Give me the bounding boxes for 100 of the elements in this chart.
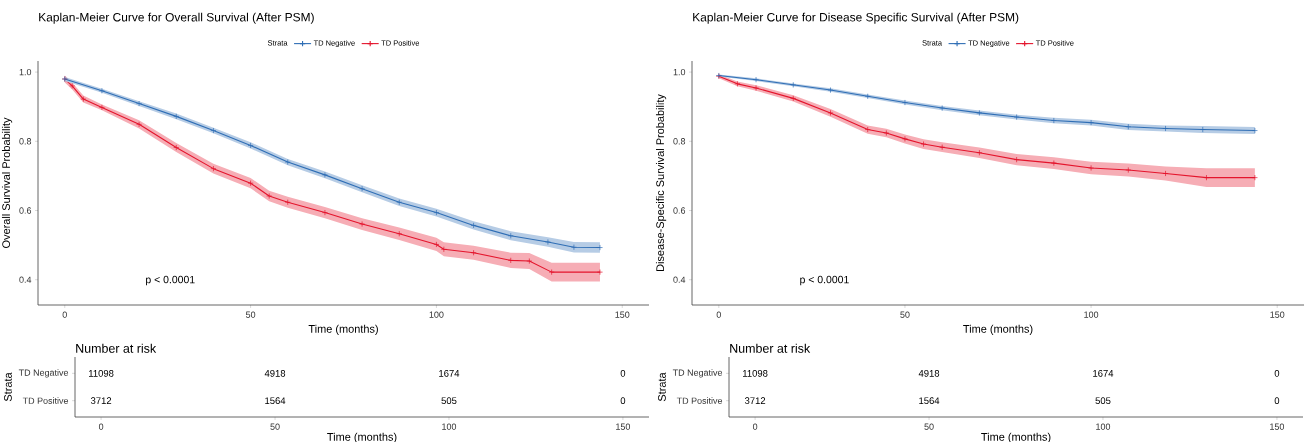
point (827, 109, 834, 116)
point (1013, 156, 1020, 163)
point (210, 165, 217, 172)
point (864, 93, 871, 100)
point (507, 257, 514, 264)
x-tick-label: 150 (616, 423, 631, 430)
point (80, 96, 87, 103)
point (570, 244, 577, 251)
x-tick-label: 50 (900, 311, 910, 318)
x-axis-title: Time (months) (963, 324, 1033, 335)
y-tick-label: 0.6 (19, 207, 32, 214)
data-label: 0 (1274, 397, 1280, 404)
point (976, 109, 983, 116)
y-axis-title: Strata (4, 372, 12, 402)
y-tick-label: 1.0 (673, 68, 686, 76)
point (753, 76, 759, 83)
point (790, 81, 797, 88)
point (1125, 123, 1132, 130)
x-tick-label: 150 (615, 311, 630, 318)
x-tick-label: 50 (924, 423, 934, 430)
point (1050, 160, 1057, 167)
data-label: 11098 (89, 370, 114, 377)
chart-title: Kaplan-Meier Curve for Overall Survival (After PSM) (39, 12, 314, 24)
x-axis-title: Time (months) (981, 432, 1051, 442)
y-tick-label: TD Positive (676, 397, 723, 404)
x-tick-label: 100 (442, 423, 457, 430)
point (321, 171, 328, 178)
data-label: 0 (620, 370, 626, 377)
point (321, 209, 328, 216)
annotation: p < 0.0001 (146, 275, 195, 286)
x-tick-label: 150 (1270, 423, 1285, 430)
x-tick-label: 50 (270, 423, 280, 430)
point (396, 230, 403, 237)
point (790, 95, 797, 102)
x-tick-label: 100 (429, 311, 444, 318)
point (920, 141, 927, 148)
y-tick-label: 0.6 (673, 207, 686, 214)
point (939, 105, 946, 112)
annotation: p < 0.0001 (800, 275, 849, 286)
chart-title: Kaplan-Meier Curve for Disease Specific Survival (After PSM) (693, 12, 1019, 24)
point (1050, 117, 1057, 124)
point (1013, 114, 1020, 121)
point (939, 144, 946, 151)
point (526, 258, 533, 264)
x-tick-label: 0 (716, 311, 721, 318)
point (98, 87, 105, 94)
point (1125, 167, 1132, 173)
point (284, 199, 291, 206)
chart-title: Number at risk (730, 343, 811, 353)
y-tick-label: 0.8 (19, 138, 32, 145)
point (1088, 119, 1095, 126)
data-label: 3712 (744, 397, 766, 404)
y-tick-label: 0.8 (673, 138, 686, 145)
data-label: 4918 (264, 370, 286, 377)
x-tick-label: 150 (1270, 311, 1285, 318)
y-tick-label: TD Negative (18, 369, 69, 378)
x-tick-label: 0 (98, 423, 104, 430)
data-label: 505 (1095, 397, 1111, 404)
point (284, 159, 291, 166)
x-tick-label: 100 (1096, 423, 1111, 430)
point (69, 82, 76, 89)
data-label: 1564 (919, 397, 940, 404)
point (433, 241, 440, 248)
x-tick-label: 100 (1084, 311, 1099, 318)
x-axis-title: Time (months) (327, 432, 397, 442)
point (396, 199, 403, 206)
point (173, 113, 180, 120)
data-label: 0 (620, 397, 626, 404)
y-axis-title: Strata (658, 372, 666, 402)
data-label: 1564 (265, 397, 286, 404)
point (470, 222, 477, 229)
point (883, 130, 890, 136)
point (1162, 170, 1169, 177)
y-axis-title: Overall Survival Probability (1, 117, 13, 248)
point (864, 126, 871, 133)
point (734, 80, 741, 87)
point (359, 185, 366, 192)
y-tick-label: 1.0 (19, 68, 32, 76)
point (507, 232, 514, 239)
x-tick-label: 0 (752, 423, 758, 430)
point (136, 121, 143, 128)
x-tick-label: 50 (245, 311, 256, 318)
data-label: 1674 (439, 370, 460, 377)
y-tick-label: TD Positive (22, 397, 69, 404)
data-label: 505 (441, 397, 457, 404)
point (98, 104, 105, 111)
point (210, 127, 217, 134)
point (753, 85, 759, 91)
point (827, 87, 834, 94)
data-label: 11098 (743, 370, 768, 377)
y-tick-label: TD Negative (672, 369, 723, 378)
point (266, 193, 273, 199)
point (470, 249, 477, 256)
point (976, 149, 983, 156)
point (1088, 165, 1095, 171)
point (544, 239, 551, 245)
point (136, 100, 143, 107)
data-label: 1674 (1093, 370, 1114, 377)
point (359, 221, 366, 227)
data-label: 4918 (918, 370, 940, 377)
